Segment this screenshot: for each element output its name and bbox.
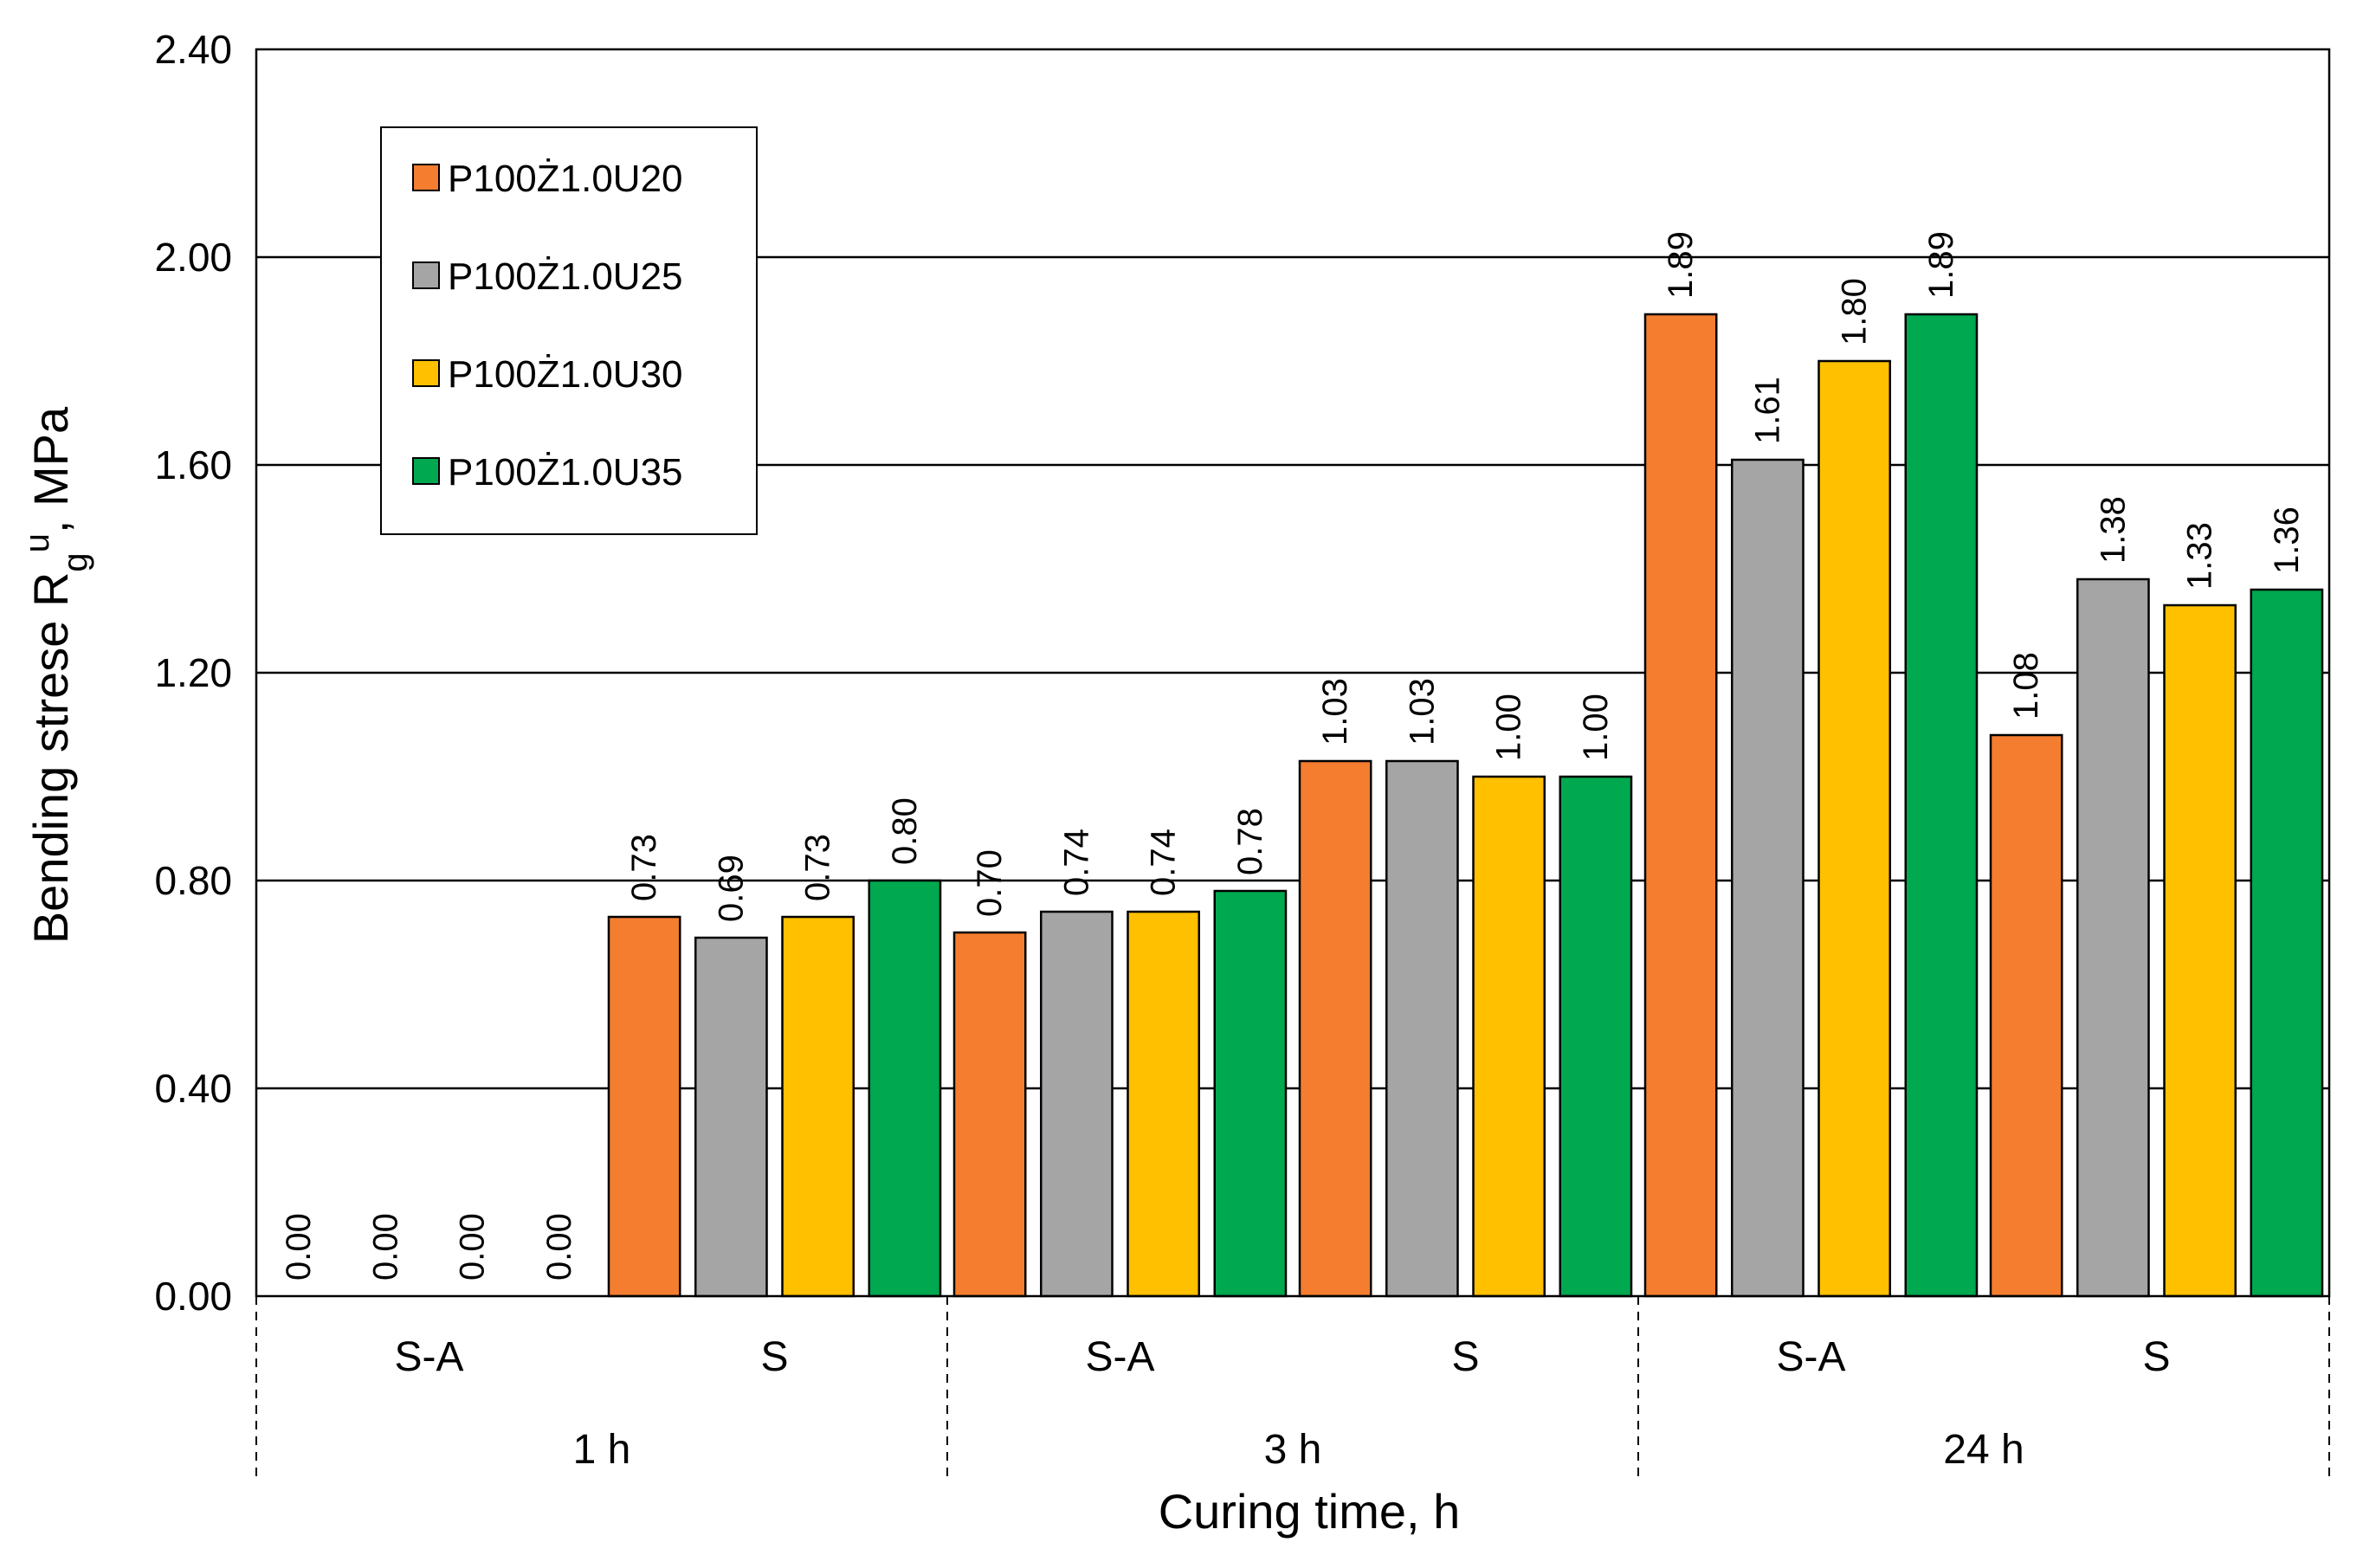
bar [1643, 313, 1718, 1298]
legend-swatch [412, 164, 440, 191]
curing-time-label: 1 h [573, 1427, 631, 1473]
data-label: 0.00 [366, 1213, 404, 1281]
condition-label: S-A [394, 1334, 463, 1380]
data-label: 1.61 [1748, 377, 1786, 444]
legend-swatch [412, 359, 440, 387]
bar [1731, 458, 1805, 1298]
bar [1817, 359, 1891, 1298]
plot-frame-layer [255, 48, 2331, 1298]
legend-label: P100Ż1.0U35 [448, 451, 683, 494]
x-category-layer: S-A S 1 h S-A S 3 h S-A S 24 h [255, 1296, 2330, 1476]
data-label: 0.73 [799, 834, 837, 901]
data-label: 1.00 [1577, 694, 1615, 761]
bar [1989, 733, 2063, 1298]
bar [781, 915, 855, 1298]
legend-swatch [412, 261, 440, 289]
bar [607, 915, 681, 1298]
bar [952, 931, 1027, 1298]
data-label: 1.89 [1662, 231, 1700, 299]
data-label: 0.00 [454, 1213, 492, 1281]
condition-label: S [1451, 1334, 1479, 1380]
data-label: 0.74 [1145, 829, 1183, 896]
data-label: 1.89 [1922, 231, 1960, 299]
y-tick-label: 2.00 [154, 235, 232, 280]
data-label: 0.69 [712, 855, 750, 922]
legend-box [380, 126, 758, 535]
data-label: 1.03 [1316, 678, 1354, 745]
bar [1559, 775, 1633, 1298]
bar [2076, 578, 2150, 1298]
y-tick-label: 0.80 [154, 858, 232, 903]
bar [694, 936, 768, 1298]
condition-label: S-A [1776, 1334, 1845, 1380]
curing-time-label: 24 h [1943, 1427, 2024, 1473]
data-label: 0.00 [280, 1213, 318, 1281]
condition-label: S [2142, 1334, 2170, 1380]
data-label: 0.74 [1057, 829, 1095, 896]
plot-frame [255, 48, 2331, 1298]
condition-label: S-A [1085, 1334, 1154, 1380]
bar [1472, 775, 1546, 1298]
legend: P100Ż1.0U20 P100Ż1.0U25 P100Ż1.0U30 P100Ż1.… [380, 126, 758, 535]
data-label: 0.80 [886, 797, 924, 865]
y-tick-label: 0.40 [154, 1066, 232, 1111]
legend-swatch [412, 457, 440, 485]
bar [1040, 910, 1114, 1298]
x-axis-title: Curing time, h [1159, 1484, 1461, 1539]
bar [868, 879, 942, 1298]
y-tick-labels-layer: 0.00 0.40 0.80 1.20 1.60 2.00 2.40 [154, 27, 232, 1319]
data-label: 1.00 [1490, 694, 1528, 761]
data-label: 0.73 [625, 834, 663, 901]
data-label: 0.70 [971, 849, 1009, 917]
bars-layer [607, 313, 2324, 1298]
y-tick-label: 1.60 [154, 442, 232, 487]
data-label: 1.80 [1836, 278, 1874, 345]
bar [1298, 759, 1372, 1298]
data-label: 1.38 [2094, 496, 2132, 564]
data-label: 1.08 [2007, 652, 2045, 719]
y-tick-label: 2.40 [154, 27, 232, 72]
legend-label: P100Ż1.0U25 [448, 255, 683, 298]
data-label: 0.00 [540, 1213, 578, 1281]
y-tick-label: 1.20 [154, 650, 232, 695]
condition-label: S [760, 1334, 788, 1380]
bar [1385, 759, 1459, 1298]
data-label: 1.33 [2181, 522, 2219, 590]
y-tick-label: 0.00 [154, 1274, 232, 1319]
data-label: 1.03 [1403, 678, 1441, 745]
bar [1127, 910, 1200, 1298]
y-axis-title: Bending strese Rgu, MPa [18, 406, 94, 944]
bar [2250, 588, 2324, 1298]
data-label: 0.78 [1231, 808, 1269, 875]
bar [1213, 889, 1288, 1298]
curing-time-label: 3 h [1264, 1427, 1322, 1473]
bar [1904, 313, 1979, 1298]
data-label: 1.36 [2268, 507, 2306, 574]
data-labels-layer: 0.00 0.73 0.70 1.03 1.89 1.08 0.00 0.69 0.74 1.03… [280, 231, 2306, 1281]
legend-label: P100Ż1.0U30 [448, 353, 683, 396]
bar [2163, 603, 2237, 1298]
legend-label: P100Ż1.0U20 [448, 158, 683, 200]
